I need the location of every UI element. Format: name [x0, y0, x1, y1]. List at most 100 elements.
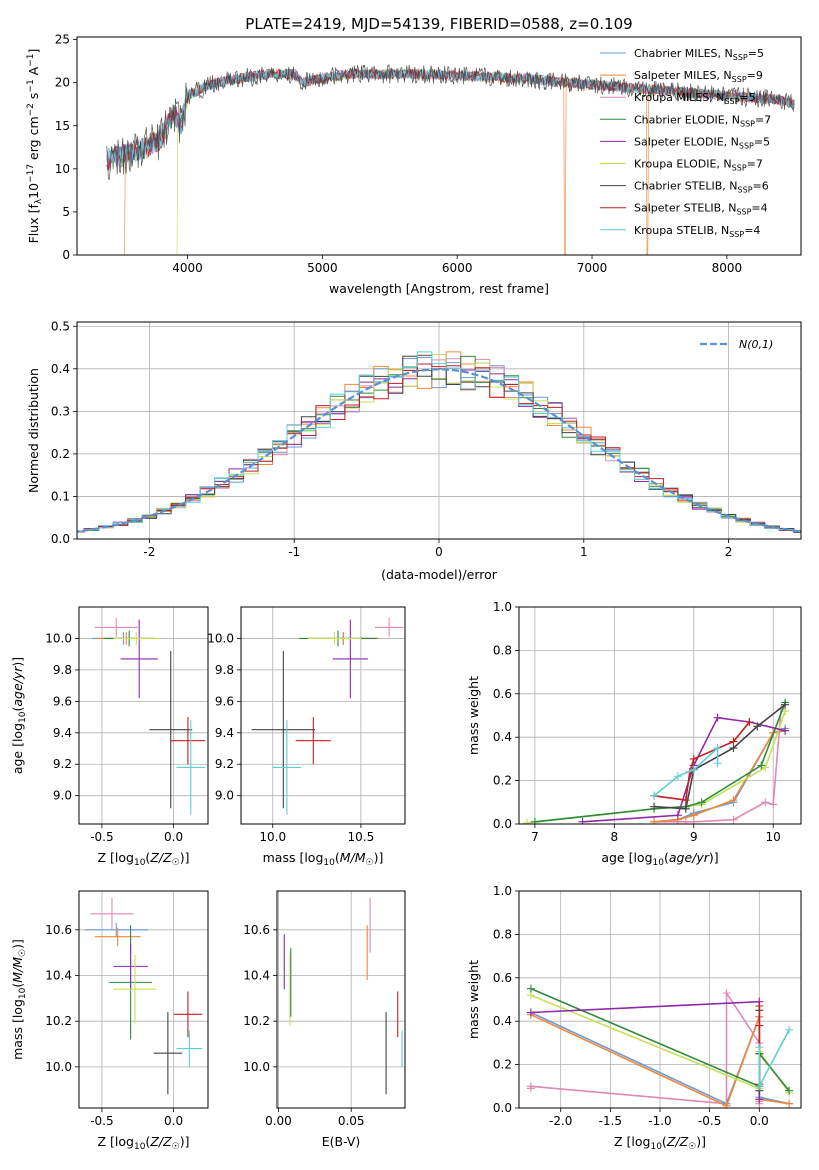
y-tick-label: 10.0 — [45, 1060, 72, 1074]
legend-entry: Kroupa MILES, NSSP=5 — [634, 91, 756, 106]
x-tick-label: 0.00 — [265, 1114, 292, 1128]
y-tick-label: 15 — [55, 119, 70, 133]
plot-area — [283, 897, 403, 1095]
y-tick-label: 0.3 — [51, 404, 70, 418]
legend-entry: Kroupa STELIB, NSSP=4 — [634, 224, 760, 239]
y-tick-label: 10.4 — [45, 969, 72, 983]
errorbar-point — [170, 717, 206, 765]
data-point-marker — [697, 798, 706, 807]
y-tick-label: 9.0 — [215, 789, 234, 803]
axes-frame — [78, 890, 209, 1109]
data-point-marker — [785, 1086, 794, 1095]
x-tick-label: 0.0 — [164, 1114, 183, 1128]
x-tick-label: 8 — [611, 830, 619, 844]
data-point-marker — [755, 1095, 764, 1104]
y-tick-label: 9.0 — [53, 789, 72, 803]
errorbar-point — [176, 720, 206, 815]
y-tick-label: 10.0 — [207, 631, 234, 645]
data-point-marker — [689, 765, 698, 774]
gaussian-curve — [77, 368, 801, 533]
errorbar-point — [113, 943, 148, 990]
x-axis-label: age [log10(age/yr)] — [601, 850, 718, 868]
legend-entry: Chabrier ELODIE, NSSP=7 — [634, 113, 771, 128]
x-tick-label: -2 — [143, 545, 155, 559]
data-point-marker — [761, 763, 770, 772]
x-tick-label: -0.5 — [90, 1114, 113, 1128]
data-point-marker — [673, 811, 682, 820]
data-point-marker — [755, 1043, 764, 1052]
plot-area — [106, 63, 795, 255]
y-tick-label: 10.4 — [243, 969, 270, 983]
x-axis-label: Z [log10(Z/Z☉)] — [98, 1134, 190, 1152]
y-tick-label: 9.6 — [215, 694, 234, 708]
spectrum-line — [106, 68, 795, 171]
x-tick-label: 8000 — [712, 261, 743, 275]
data-point-marker — [753, 722, 762, 731]
legend-entry: Chabrier STELIB, NSSP=6 — [634, 180, 769, 195]
y-axis-label: Normed distribution — [26, 368, 41, 493]
data-point-marker — [781, 700, 790, 709]
data-point-marker — [785, 1099, 794, 1108]
plot-area — [251, 618, 404, 815]
data-point-marker — [650, 817, 659, 824]
y-tick-label: 0.8 — [493, 643, 512, 657]
y-axis-label: Flux [fλ10−17 erg cm−2 s−1 A−1] — [26, 49, 44, 244]
series-line — [534, 702, 786, 823]
x-tick-label: -1 — [288, 545, 300, 559]
data-point-marker — [729, 737, 738, 746]
y-tick-label: 0.4 — [493, 730, 512, 744]
data-point-marker — [769, 800, 778, 809]
errorbar-point — [251, 651, 316, 809]
x-tick-label: 10.0 — [259, 830, 286, 844]
legend-entry: Chabrier MILES, NSSP=5 — [634, 47, 764, 62]
y-tick-label: 0.6 — [493, 687, 512, 701]
x-tick-label: 7 — [531, 830, 539, 844]
x-tick-label: 0.0 — [164, 830, 183, 844]
errorbar-point — [375, 618, 404, 637]
legend-entry: Kroupa ELODIE, NSSP=7 — [634, 158, 763, 173]
y-tick-label: 9.8 — [53, 663, 72, 677]
data-point-marker — [755, 1021, 764, 1030]
plot-area — [77, 351, 801, 533]
errorbar-point — [173, 991, 203, 1038]
data-point-marker — [761, 798, 770, 807]
data-point-marker — [745, 718, 754, 727]
y-tick-label: 1.0 — [493, 600, 512, 614]
x-axis-label: mass [log10(M/M☉)] — [263, 850, 384, 868]
x-tick-label: 6000 — [442, 261, 473, 275]
y-tick-label: 0.2 — [493, 1058, 512, 1072]
panel-mass-vs-Z: -0.5 0.0 10.0 10.2 10.4 10.6 Z [log10(Z/Z☉)] ma… — [10, 890, 209, 1152]
y-tick-label: 25 — [55, 33, 70, 47]
y-tick-label: 0.4 — [51, 362, 70, 376]
y-axis-label: mass weight — [466, 960, 481, 1039]
data-point-marker — [526, 1008, 535, 1017]
data-point-marker — [526, 984, 535, 993]
errorbar-point — [295, 717, 331, 765]
y-tick-label: 10.2 — [243, 1014, 270, 1028]
legend: Chabrier MILES, NSSP=5 Salpeter MILES, NS… — [600, 47, 771, 239]
y-tick-label: 0.4 — [493, 1014, 512, 1028]
errorbar-point — [113, 954, 157, 1024]
panel-residuals: -2 -1 0 1 2 0.0 0.1 0.2 0.3 0.4 0.5 N(0,1) (data-mod… — [26, 319, 802, 582]
x-tick-label: 7000 — [577, 261, 608, 275]
plot-area — [84, 897, 203, 1095]
legend-entry: N(0,1) — [739, 338, 773, 351]
errorbar-point — [153, 1012, 183, 1095]
data-point-marker — [530, 817, 539, 824]
y-tick-label: 5 — [62, 205, 70, 219]
errorbar-point — [94, 618, 138, 637]
x-axis-label: Z [log10(Z/Z☉)] — [98, 850, 190, 868]
x-tick-label: 10.5 — [348, 830, 375, 844]
series-line — [653, 703, 786, 810]
errorbar-point — [120, 619, 158, 699]
x-tick-label: 10 — [766, 830, 781, 844]
errorbar-point — [113, 632, 160, 645]
panel-massweight-vs-Z: -2.0 -1.5 -1.0 -0.5 0.0 0.0 0.2 0.4 0.6 0.8 1.0 Z [… — [466, 884, 802, 1152]
y-tick-label: 10.0 — [45, 631, 72, 645]
axes-frame — [76, 36, 802, 256]
data-point-marker — [729, 796, 738, 805]
y-tick-label: 0.0 — [493, 817, 512, 831]
data-point-marker — [526, 1082, 535, 1091]
x-tick-label: -0.5 — [90, 830, 113, 844]
